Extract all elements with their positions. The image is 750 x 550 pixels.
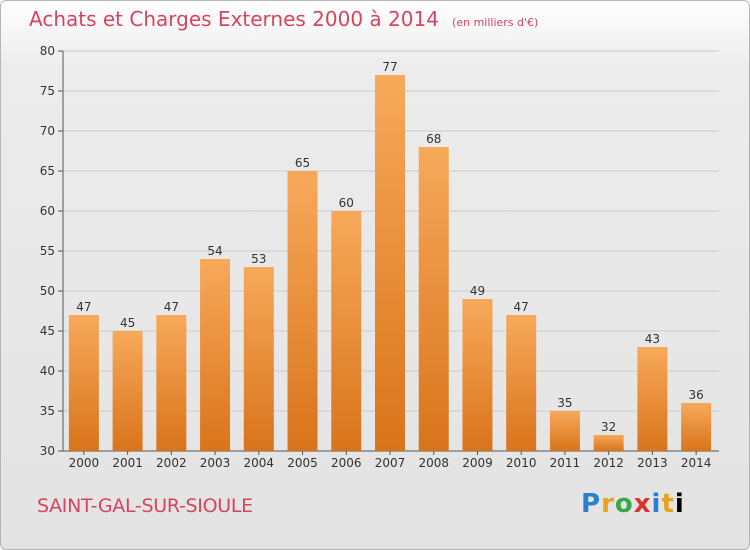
bar-value-label: 45 <box>120 316 135 330</box>
bar <box>506 315 537 451</box>
bar-value-label: 60 <box>339 196 354 210</box>
bar-value-label: 77 <box>382 60 397 74</box>
x-tick-label: 2011 <box>550 456 581 470</box>
logo-letter: t <box>661 489 675 519</box>
bar <box>593 435 624 451</box>
chart-title: Achats et Charges Externes 2000 à 2014 <box>29 7 439 31</box>
x-tick-label: 2010 <box>506 456 537 470</box>
x-tick-label: 2000 <box>69 456 100 470</box>
bar <box>68 315 99 451</box>
bar <box>156 315 187 451</box>
bar <box>287 171 318 451</box>
logo-letter: x <box>633 489 652 519</box>
logo-letter: o <box>614 489 634 519</box>
bar-value-label: 35 <box>557 396 572 410</box>
y-tick-label: 75 <box>40 84 55 98</box>
bar-value-label: 49 <box>470 284 485 298</box>
bar <box>681 403 712 451</box>
labels: 30 35 40 45 50 55 60 65 70 75 80 47 2000 45 2001 47 2002… <box>40 44 712 470</box>
logo-letter: P <box>581 489 602 519</box>
bar-value-label: 47 <box>514 300 529 314</box>
y-tick-label: 80 <box>40 44 55 58</box>
y-tick-label: 65 <box>40 164 55 178</box>
x-tick-label: 2001 <box>112 456 143 470</box>
x-tick-label: 2014 <box>681 456 712 470</box>
x-tick-label: 2013 <box>637 456 668 470</box>
bar-value-label: 68 <box>426 132 441 146</box>
bar <box>200 259 231 451</box>
logo-letter: i <box>651 489 662 519</box>
x-tick-label: 2007 <box>375 456 406 470</box>
bar <box>112 331 143 451</box>
x-tick-label: 2004 <box>244 456 275 470</box>
y-tick-label: 45 <box>40 324 55 338</box>
x-tick-label: 2012 <box>593 456 624 470</box>
y-tick-label: 60 <box>40 204 55 218</box>
bar-value-label: 47 <box>164 300 179 314</box>
y-tick-label: 55 <box>40 244 55 258</box>
x-tick-label: 2009 <box>462 456 493 470</box>
bar-value-label: 32 <box>601 420 616 434</box>
x-tick-label: 2006 <box>331 456 362 470</box>
bar <box>462 299 493 451</box>
x-tick-label: 2003 <box>200 456 231 470</box>
bar-value-label: 53 <box>251 252 266 266</box>
y-tick-label: 30 <box>40 444 55 458</box>
y-tick-label: 50 <box>40 284 55 298</box>
proxiti-logo[interactable]: Proxiti <box>581 489 685 519</box>
logo-letter: r <box>601 489 615 519</box>
bars <box>68 75 712 451</box>
bar-value-label: 54 <box>207 244 222 258</box>
place-name: SAINT-GAL-SUR-SIOULE <box>37 495 253 517</box>
x-tick-label: 2002 <box>156 456 187 470</box>
bar-value-label: 43 <box>645 332 660 346</box>
bar-value-label: 65 <box>295 156 310 170</box>
bar <box>549 411 580 451</box>
bar <box>375 75 405 451</box>
bar <box>331 211 362 451</box>
chart-subtitle: (en milliers d'€) <box>452 16 539 29</box>
y-tick-label: 70 <box>40 124 55 138</box>
title-row: Achats et Charges Externes 2000 à 2014 (… <box>29 7 538 31</box>
y-tick-label: 40 <box>40 364 55 378</box>
bar <box>243 267 274 451</box>
bar-value-label: 47 <box>76 300 91 314</box>
y-tick-label: 35 <box>40 404 55 418</box>
x-tick-label: 2005 <box>287 456 318 470</box>
bar-value-label: 36 <box>688 388 703 402</box>
x-tick-label: 2008 <box>418 456 449 470</box>
bar <box>637 347 668 451</box>
bar <box>418 147 449 451</box>
logo-letter: i <box>674 489 685 519</box>
